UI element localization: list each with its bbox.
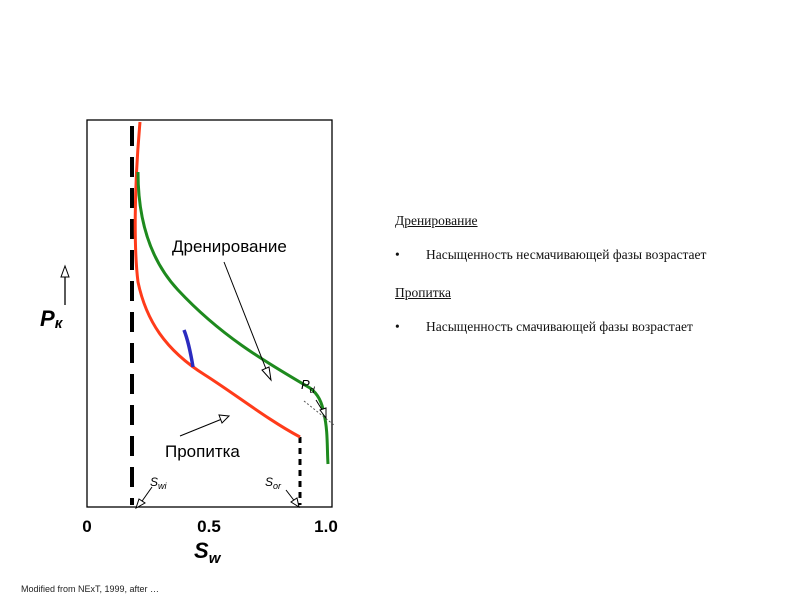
imbibition-curve	[133, 121, 301, 439]
x-tick-label: 0	[82, 517, 91, 536]
imbibition-note: Насыщенность смачивающей фазы возрастает	[395, 317, 740, 337]
sor-arrowhead	[290, 497, 300, 509]
drainage-curve	[136, 171, 330, 465]
imbibition-curve-label: Пропитка	[165, 442, 240, 461]
swi-arrowhead	[135, 498, 146, 510]
x-tick-label: 1.0	[314, 517, 338, 536]
x-tick-label: 0.5	[197, 517, 221, 536]
drainage-curve-label: Дренирование	[172, 237, 287, 256]
pd-arrowhead	[319, 407, 327, 420]
explanation-notes: Дренирование Насыщенность несмачивающей …	[395, 211, 740, 355]
drainage-list: Насыщенность несмачивающей фазы возраста…	[395, 245, 740, 265]
pd-label: Pd	[301, 377, 316, 395]
y-axis-title: Pк	[40, 306, 64, 332]
imbibition-arrowhead	[218, 414, 231, 424]
hysteresis-scanning-curve	[182, 329, 195, 368]
imbibition-heading: Пропитка	[395, 285, 451, 300]
source-caption: Modified from NExT, 1999, after …	[21, 584, 160, 594]
drainage-note: Насыщенность несмачивающей фазы возраста…	[395, 245, 740, 265]
imbibition-label-arrow	[179, 418, 223, 437]
pd-tangent-line	[303, 400, 335, 426]
x-axis-title: Sw	[194, 538, 222, 567]
drainage-heading: Дренирование	[395, 213, 478, 228]
swi-label: Swi	[150, 475, 168, 491]
sor-label: Sor	[265, 475, 282, 491]
drainage-arrowhead	[261, 366, 272, 382]
drainage-label-arrow	[223, 261, 269, 375]
imbibition-list: Насыщенность смачивающей фазы возрастает	[395, 317, 740, 337]
y-axis-arrowhead	[60, 264, 70, 278]
plot-frame	[86, 119, 333, 508]
